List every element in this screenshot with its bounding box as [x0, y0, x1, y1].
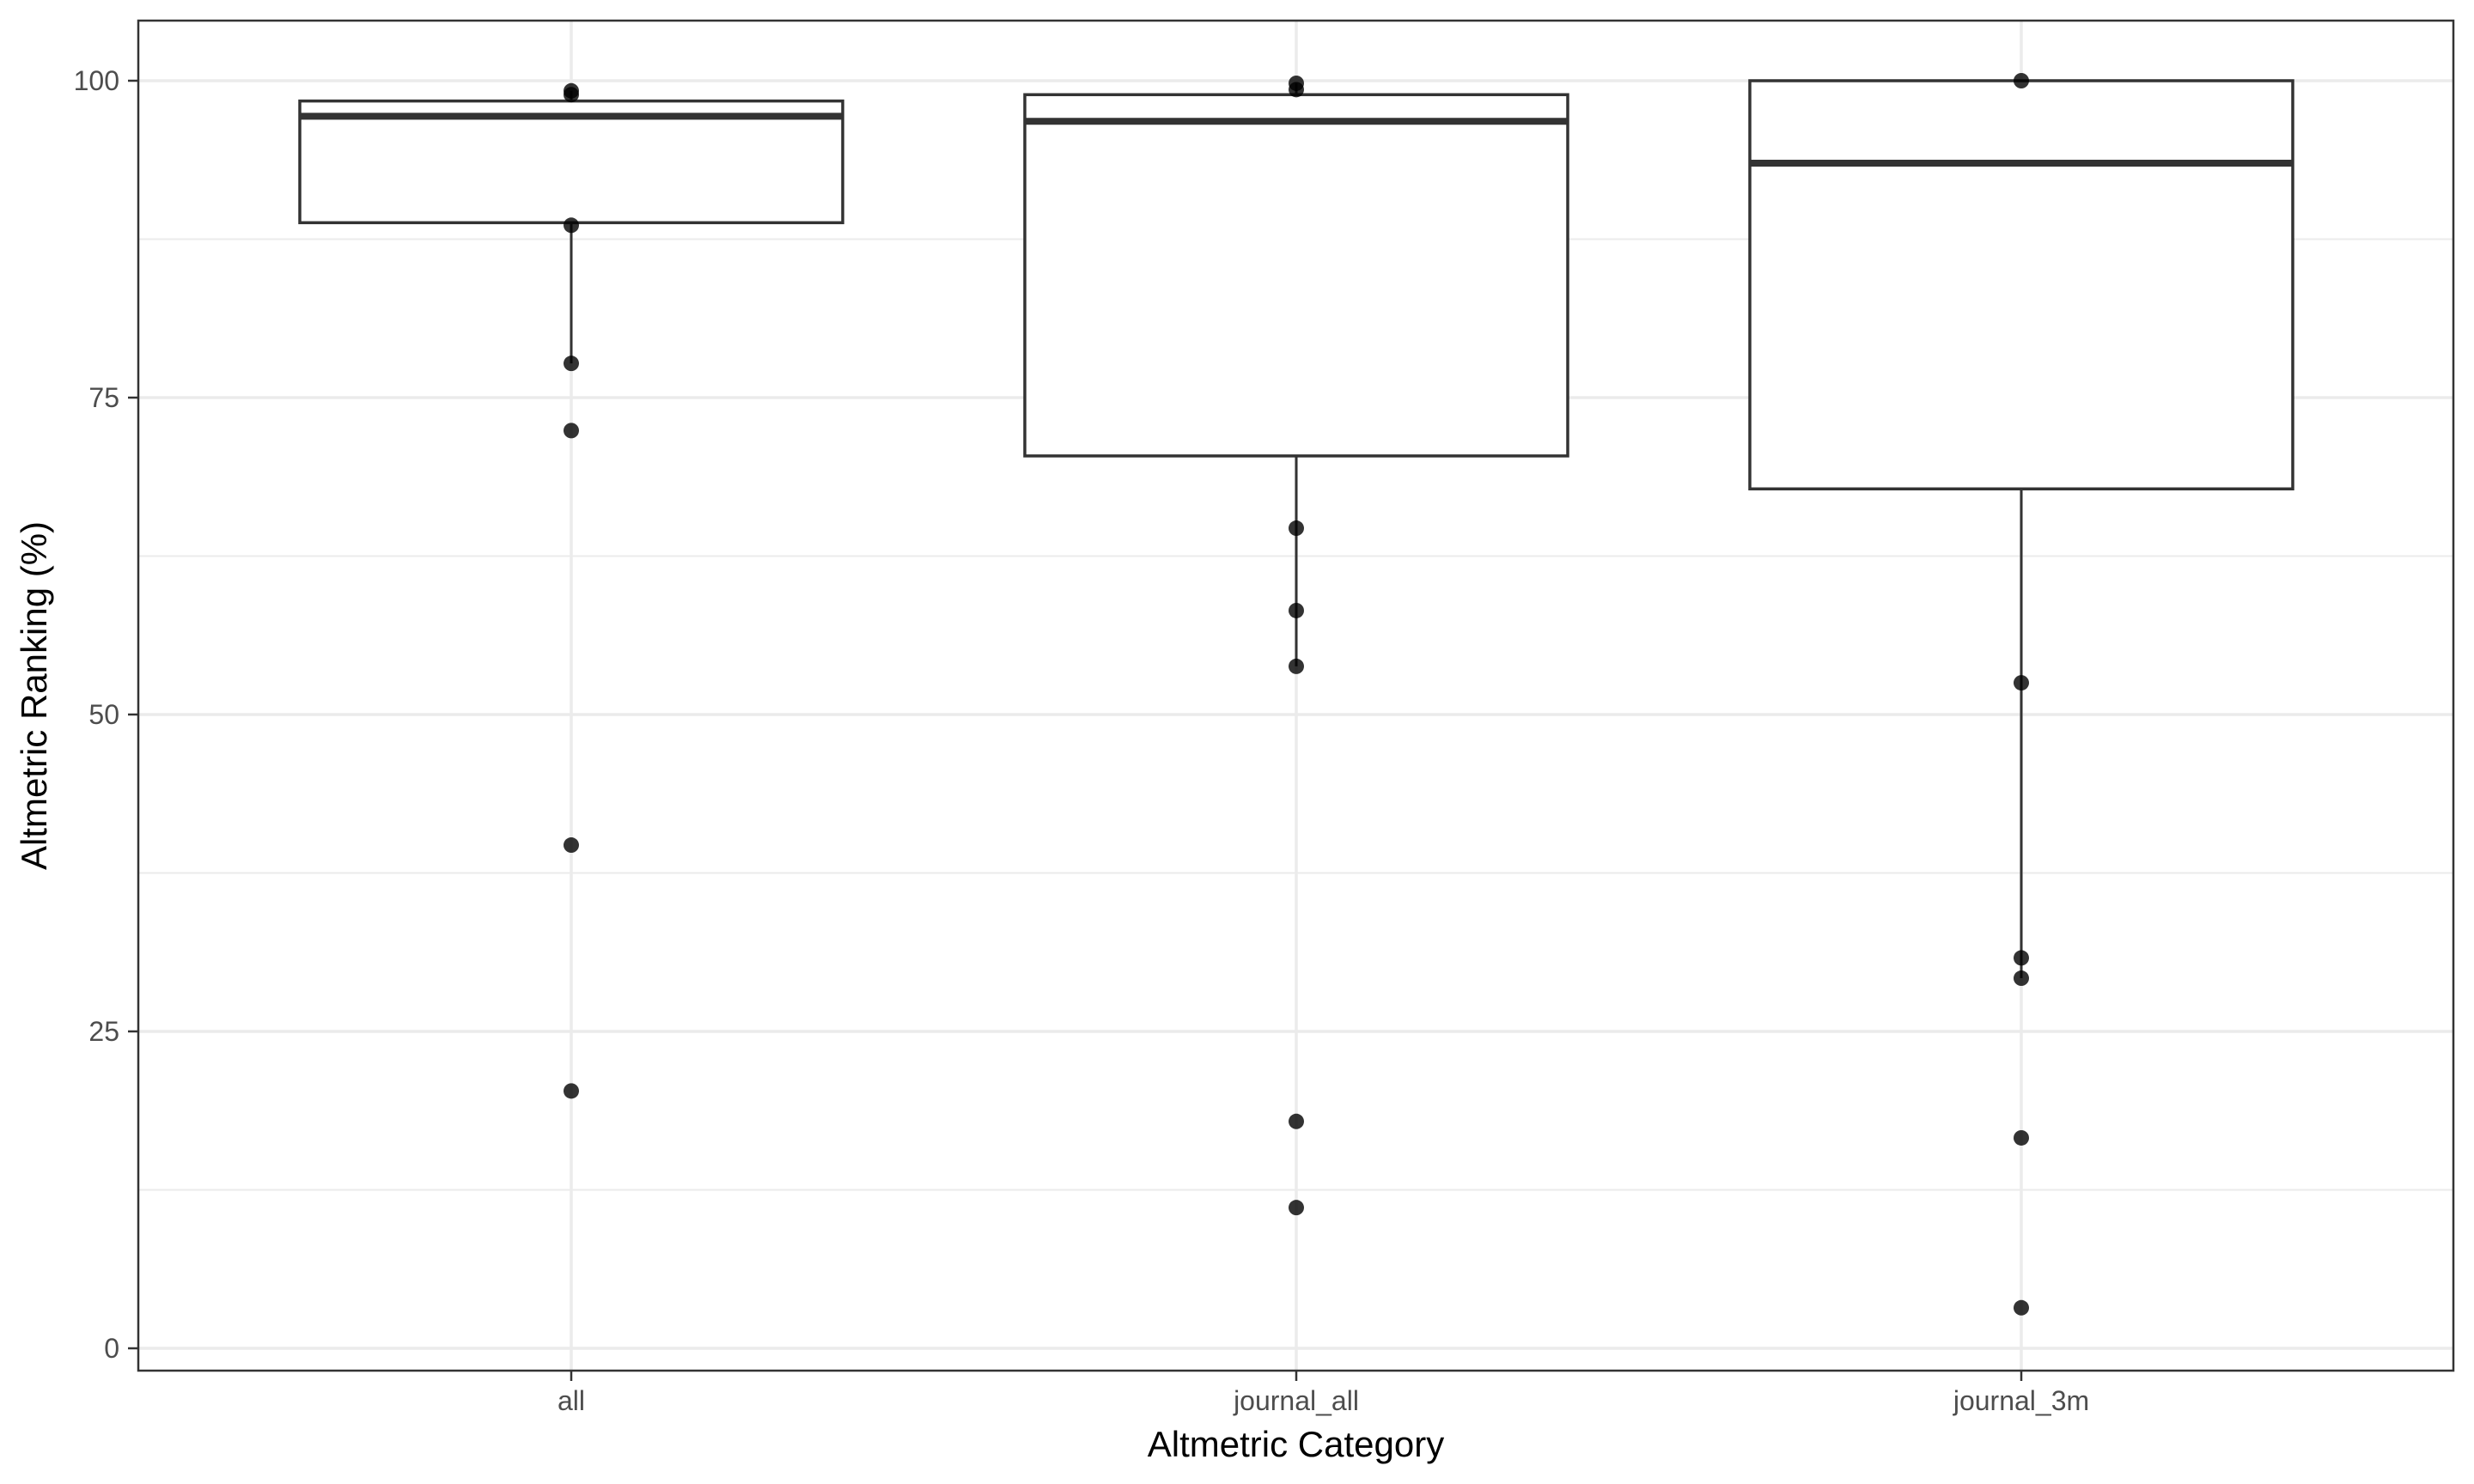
data-point	[564, 1083, 579, 1099]
data-point	[564, 217, 579, 234]
data-point	[1289, 1113, 1304, 1129]
data-point	[564, 87, 579, 103]
y-tick-label: 25	[88, 1016, 119, 1047]
data-point	[1289, 520, 1304, 537]
y-axis-ticks: 0 25 50 75 100	[74, 65, 138, 1364]
data-point	[2014, 675, 2029, 691]
x-tick-label: journal_all	[1233, 1385, 1359, 1416]
box-iqr	[1023, 93, 1569, 458]
box-iqr	[298, 99, 844, 225]
x-tick-label: all	[558, 1385, 585, 1416]
data-point	[2014, 1129, 2029, 1146]
points-layer	[564, 73, 2029, 1316]
y-tick-label: 75	[88, 382, 119, 413]
data-point	[1289, 82, 1304, 98]
data-point	[2014, 1299, 2029, 1316]
data-point	[564, 423, 579, 439]
x-axis-ticks: all journal_all journal_3m	[558, 1371, 2089, 1416]
y-axis-title: Altmetric Ranking (%)	[14, 521, 54, 870]
boxes-layer	[298, 79, 2294, 979]
data-point	[1289, 658, 1304, 674]
data-point	[2014, 73, 2029, 88]
box-journal_all	[1023, 82, 1569, 666]
box-iqr	[1748, 79, 2294, 491]
data-point	[1289, 1200, 1304, 1216]
box-all	[298, 90, 844, 364]
data-point	[1289, 602, 1304, 618]
x-axis-title: Altmetric Category	[1148, 1424, 1444, 1464]
x-tick-label: journal_3m	[1953, 1385, 2089, 1416]
y-tick-label: 50	[88, 699, 119, 730]
major-gridlines	[138, 21, 2453, 1371]
data-point	[564, 837, 579, 854]
data-point	[2014, 970, 2029, 987]
data-point	[2014, 950, 2029, 966]
box-journal_3m	[1748, 79, 2294, 979]
data-point	[564, 356, 579, 372]
y-tick-label: 0	[104, 1333, 119, 1364]
y-tick-label: 100	[74, 65, 119, 96]
